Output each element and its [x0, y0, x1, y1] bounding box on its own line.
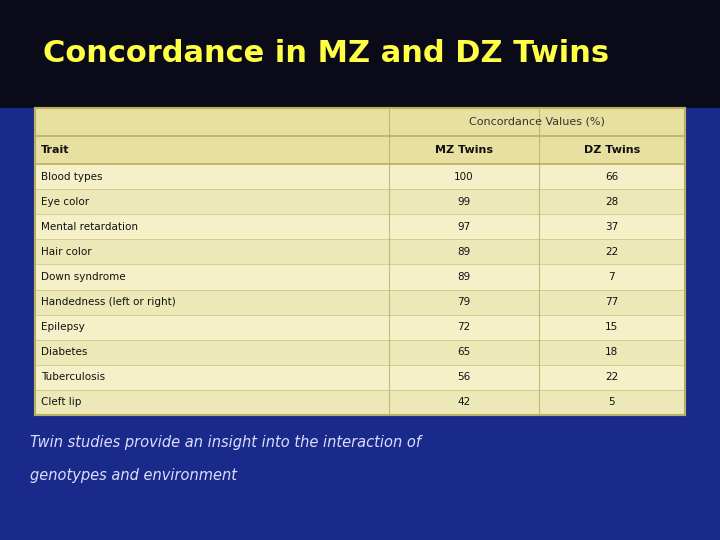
Text: 89: 89 [457, 247, 471, 257]
FancyBboxPatch shape [35, 108, 685, 415]
Text: genotypes and environment: genotypes and environment [30, 468, 237, 483]
Text: 22: 22 [606, 247, 618, 257]
Text: Epilepsy: Epilepsy [41, 322, 85, 332]
Text: 15: 15 [606, 322, 618, 332]
FancyBboxPatch shape [35, 315, 685, 340]
Text: 22: 22 [606, 373, 618, 382]
FancyBboxPatch shape [35, 390, 685, 415]
Text: Concordance in MZ and DZ Twins: Concordance in MZ and DZ Twins [43, 39, 609, 69]
Text: 97: 97 [457, 222, 471, 232]
Text: Trait: Trait [41, 145, 70, 155]
Text: 89: 89 [457, 272, 471, 282]
FancyBboxPatch shape [35, 108, 685, 136]
Text: 66: 66 [606, 172, 618, 181]
Text: Concordance Values (%): Concordance Values (%) [469, 117, 605, 127]
FancyBboxPatch shape [35, 164, 685, 189]
Text: 37: 37 [606, 222, 618, 232]
Text: Diabetes: Diabetes [41, 347, 87, 357]
Text: Twin studies provide an insight into the interaction of: Twin studies provide an insight into the… [30, 435, 421, 450]
Text: DZ Twins: DZ Twins [584, 145, 640, 155]
Text: 99: 99 [457, 197, 471, 207]
Text: 56: 56 [457, 373, 471, 382]
FancyBboxPatch shape [35, 214, 685, 239]
FancyBboxPatch shape [0, 0, 720, 108]
Text: Tuberculosis: Tuberculosis [41, 373, 105, 382]
Text: 42: 42 [457, 397, 471, 408]
Text: 79: 79 [457, 297, 471, 307]
Text: Handedness (left or right): Handedness (left or right) [41, 297, 176, 307]
FancyBboxPatch shape [35, 340, 685, 365]
Text: 7: 7 [608, 272, 615, 282]
Text: MZ Twins: MZ Twins [435, 145, 493, 155]
FancyBboxPatch shape [35, 289, 685, 315]
Text: Mental retardation: Mental retardation [41, 222, 138, 232]
FancyBboxPatch shape [35, 136, 685, 164]
Text: 28: 28 [606, 197, 618, 207]
Text: 100: 100 [454, 172, 474, 181]
Text: Blood types: Blood types [41, 172, 102, 181]
FancyBboxPatch shape [35, 189, 685, 214]
Text: Cleft lip: Cleft lip [41, 397, 81, 408]
Text: 5: 5 [608, 397, 615, 408]
Text: 72: 72 [457, 322, 471, 332]
Text: 65: 65 [457, 347, 471, 357]
Text: Down syndrome: Down syndrome [41, 272, 125, 282]
Text: 18: 18 [606, 347, 618, 357]
FancyBboxPatch shape [35, 365, 685, 390]
Text: Hair color: Hair color [41, 247, 91, 257]
Text: Eye color: Eye color [41, 197, 89, 207]
FancyBboxPatch shape [35, 265, 685, 289]
FancyBboxPatch shape [35, 239, 685, 265]
Text: 77: 77 [606, 297, 618, 307]
